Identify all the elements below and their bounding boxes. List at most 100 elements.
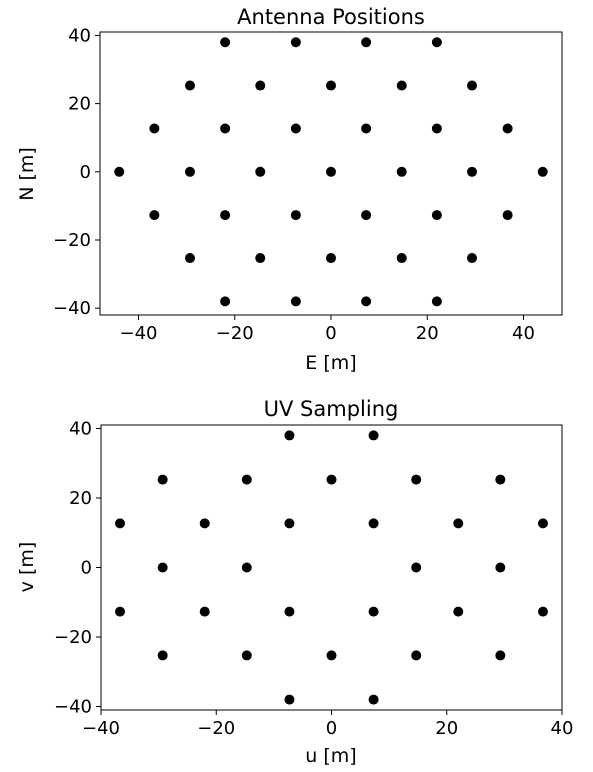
x-tick-label: −40 xyxy=(120,323,158,344)
data-point xyxy=(411,474,422,485)
data-point xyxy=(361,210,372,221)
data-point xyxy=(290,210,301,221)
data-point xyxy=(537,166,548,177)
data-point xyxy=(495,650,506,661)
data-point xyxy=(290,123,301,134)
data-point xyxy=(537,606,548,617)
data-point xyxy=(368,430,379,441)
data-point xyxy=(453,606,464,617)
chart-title: Antenna Positions xyxy=(237,5,425,29)
y-axis-label: N [m] xyxy=(16,147,38,201)
data-point xyxy=(115,606,126,617)
data-point xyxy=(396,166,407,177)
data-point xyxy=(284,430,295,441)
data-point xyxy=(184,166,195,177)
data-point xyxy=(114,166,125,177)
data-point xyxy=(241,562,252,573)
y-tick-label: 40 xyxy=(69,418,92,439)
data-point xyxy=(199,606,210,617)
data-point xyxy=(467,80,478,91)
y-tick-label: 0 xyxy=(81,558,92,579)
data-point xyxy=(361,296,372,307)
data-point xyxy=(284,606,295,617)
data-point xyxy=(431,37,442,48)
data-point xyxy=(284,518,295,529)
y-tick-label: −40 xyxy=(54,697,92,718)
data-point xyxy=(495,562,506,573)
data-point xyxy=(241,650,252,661)
data-point xyxy=(255,80,266,91)
data-point xyxy=(326,253,336,264)
data-point xyxy=(467,253,478,264)
data-point xyxy=(255,253,266,264)
x-tick-label: −40 xyxy=(82,718,120,739)
data-point xyxy=(361,37,372,48)
x-tick-label: −20 xyxy=(197,718,235,739)
data-point xyxy=(157,562,168,573)
data-point xyxy=(368,606,379,617)
y-tick-label: −20 xyxy=(53,230,91,251)
data-point xyxy=(396,80,407,91)
x-tick-label: 20 xyxy=(416,323,439,344)
y-tick-label: 0 xyxy=(80,162,91,183)
data-point xyxy=(284,694,295,705)
y-tick-label: 40 xyxy=(68,25,91,46)
data-point xyxy=(157,650,168,661)
data-point xyxy=(431,210,442,221)
data-point xyxy=(411,562,422,573)
data-point xyxy=(453,518,464,529)
data-point xyxy=(495,474,506,485)
y-tick-label: 20 xyxy=(69,488,92,509)
plot-frame xyxy=(100,424,563,711)
data-point xyxy=(241,474,252,485)
plot-frame xyxy=(99,31,563,316)
data-point xyxy=(290,37,301,48)
y-tick-label: 20 xyxy=(68,94,91,115)
data-point xyxy=(326,474,337,485)
x-tick-label: 40 xyxy=(551,718,574,739)
axis-ticks: −40 −20 0 20 40 −40 −20 0 20 40 xyxy=(53,25,535,344)
data-point xyxy=(396,253,407,264)
x-tick-label: 20 xyxy=(435,718,458,739)
data-points xyxy=(115,430,548,705)
uv-sampling-panel: UV Sampling u [m] v [m] −40 −20 0 20 40 −40 −2… xyxy=(16,397,573,767)
data-point xyxy=(290,296,301,307)
y-tick-label: −40 xyxy=(53,298,91,319)
data-point xyxy=(199,518,210,529)
data-point xyxy=(502,123,513,134)
data-point xyxy=(326,80,336,91)
data-point xyxy=(184,253,195,264)
data-point xyxy=(431,123,442,134)
data-point xyxy=(431,296,442,307)
x-tick-label: 0 xyxy=(325,323,336,344)
data-point xyxy=(149,210,160,221)
data-point xyxy=(149,123,160,134)
y-tick-label: −20 xyxy=(54,627,92,648)
data-point xyxy=(537,518,548,529)
data-point xyxy=(467,166,478,177)
data-point xyxy=(361,123,372,134)
x-tick-label: 40 xyxy=(512,323,535,344)
x-tick-label: −20 xyxy=(216,323,254,344)
data-point xyxy=(115,518,126,529)
data-point xyxy=(220,296,231,307)
x-axis-label: u [m] xyxy=(305,745,356,767)
data-point xyxy=(326,166,336,177)
y-axis-label: v [m] xyxy=(16,542,38,593)
data-point xyxy=(184,80,195,91)
x-axis-label: E [m] xyxy=(305,352,356,374)
x-tick-label: 0 xyxy=(326,718,337,739)
chart-title: UV Sampling xyxy=(264,397,399,421)
data-point xyxy=(255,166,266,177)
data-point xyxy=(220,123,231,134)
data-point xyxy=(220,210,231,221)
data-point xyxy=(411,650,422,661)
data-point xyxy=(368,518,379,529)
data-point xyxy=(220,37,231,48)
antenna-positions-panel: Antenna Positions E [m] N [m] −40 −20 0 20 4… xyxy=(16,5,563,374)
data-point xyxy=(326,650,337,661)
data-points xyxy=(114,37,548,307)
data-point xyxy=(502,210,513,221)
data-point xyxy=(157,474,168,485)
